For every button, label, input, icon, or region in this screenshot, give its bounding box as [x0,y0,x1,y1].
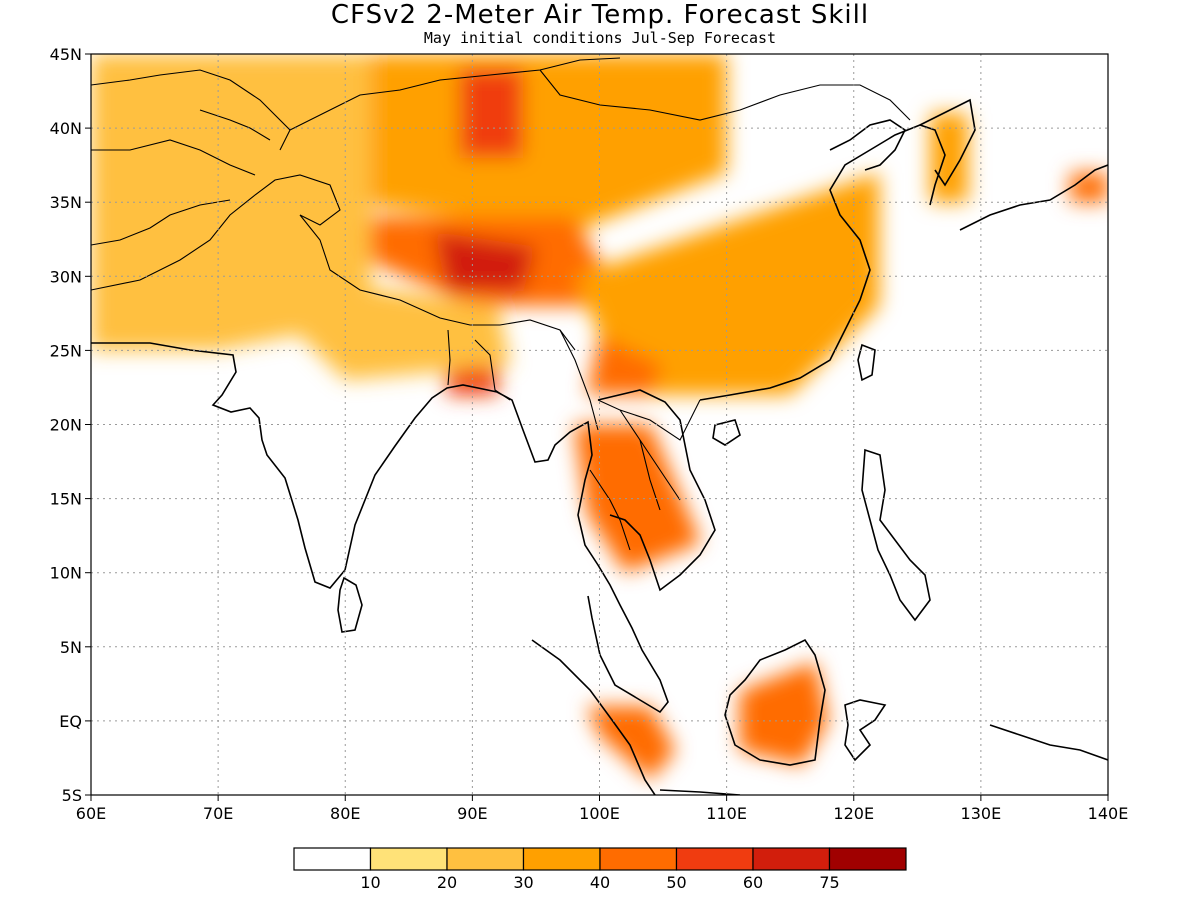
y-tick-label: 25N [50,341,82,360]
x-tick-label: 70E [203,804,233,823]
y-tick-label: 5S [62,786,82,805]
colorbar-swatch [369,847,448,871]
y-tick-label: 5N [60,638,82,657]
coastline-hainan [712,419,741,446]
x-tick-label: 110E [706,804,747,823]
x-tick-label: 90E [457,804,487,823]
colorbar-swatch [522,847,601,871]
colorbar-label: 50 [666,873,686,892]
x-tick-label: 60E [76,804,106,823]
coastline-indochina [597,389,716,592]
y-tick-label: EQ [59,712,82,731]
coastline-korea [919,98,976,187]
skill-region-japan-spot [1069,172,1108,203]
y-tick-label: 15N [50,490,82,509]
coastline-bohai [829,119,907,171]
coastline-java [659,789,741,795]
skill-region-northwest-china-mongolia [345,54,727,232]
y-tick-label: 10N [50,564,82,583]
y-tick-label: 35N [50,193,82,212]
x-tick-label: 130E [961,804,1002,823]
coastline-sulawesi [844,699,887,762]
colorbar-label: 10 [360,873,380,892]
y-tick-label: 40N [50,119,82,138]
skill-region-korea [930,113,969,203]
map-subtitle: May initial conditions Jul-Sep Forecast [423,29,777,47]
skill-region-yunnan [586,335,664,395]
skill-region-tibet-max [434,231,536,292]
colorbar-label: 20 [437,873,457,892]
colorbar-swatch [446,847,525,871]
x-tick-label: 100E [579,804,620,823]
coastline-sri-lanka [337,576,363,633]
colorbar-swatch [675,847,754,871]
coastline-sumatra [531,639,656,795]
colorbar-swatch [828,847,907,871]
y-tick-label: 45N [50,45,82,64]
coastline-japan [959,164,1108,231]
map-axes: 60E 70E 80E 90E 100E 110E 120E 130E 140E 45N 40N 35… [50,45,1129,823]
colorbar-label: 75 [819,873,839,892]
x-tick-label: 120E [833,804,874,823]
graticule [91,54,1108,795]
map-title: CFSv2 2-Meter Air Temp. Forecast Skill [330,0,870,30]
skill-region-sumatra-malaya [586,706,676,781]
colorbar-label: 60 [743,873,763,892]
coastline-new-guinea [989,724,1108,761]
colorbar-label: 40 [590,873,610,892]
colorbar: 10 20 30 40 50 60 75 [293,847,907,892]
skill-region-borneo [739,661,829,766]
y-tick-label: 30N [50,267,82,286]
colorbar-label: 30 [513,873,533,892]
colorbar-swatch [599,847,678,871]
coastline-taiwan [857,343,876,382]
x-tick-label: 80E [330,804,360,823]
colorbar-swatch [293,847,372,871]
coastlines [91,98,1108,795]
coastline-south-asia [91,342,669,714]
x-tick-label: 140E [1088,804,1129,823]
y-tick-label: 20N [50,416,82,435]
country-borders [91,57,911,551]
coastline-china [699,124,946,401]
colorbar-swatch [752,847,831,871]
skill-region-mongolia-core [459,68,524,158]
coastline-philippines [861,448,931,622]
